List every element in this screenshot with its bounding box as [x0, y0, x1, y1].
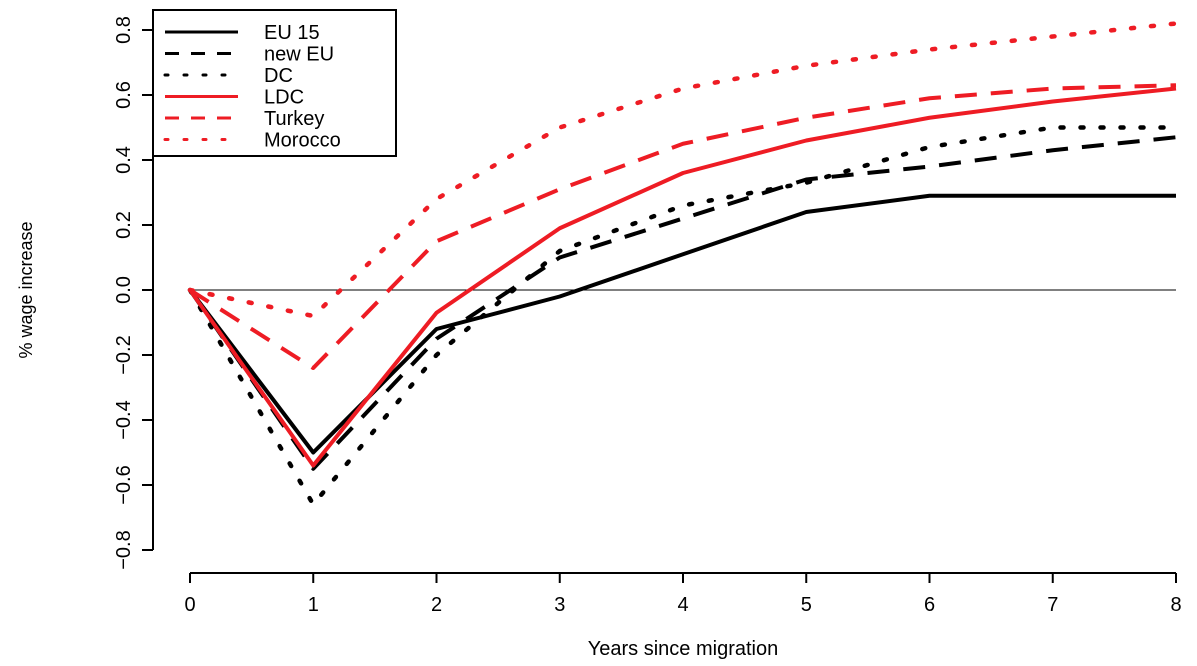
- legend-label: Turkey: [264, 108, 324, 130]
- y-tick-label: −0.6: [113, 465, 135, 504]
- y-tick-label: 0.6: [113, 81, 135, 109]
- series-line-dc: [187, 125, 1179, 507]
- x-tick-label: 0: [184, 594, 195, 616]
- series-line-ldc: [188, 86, 1177, 468]
- x-axis-title: Years since migration: [588, 638, 778, 660]
- y-tick-label: 0.0: [113, 276, 135, 304]
- series-line-new-eu: [188, 135, 1177, 471]
- y-tick-label: 0.2: [113, 211, 135, 239]
- legend-label: EU 15: [264, 22, 320, 44]
- x-tick-label: 5: [801, 594, 812, 616]
- y-tick-label: −0.8: [113, 530, 135, 569]
- x-tick-label: 2: [431, 594, 442, 616]
- series-line-turkey: [188, 83, 1177, 370]
- legend-label: LDC: [264, 87, 304, 109]
- x-tick-label: 7: [1047, 594, 1058, 616]
- x-tick-label: 6: [924, 594, 935, 616]
- legend-box: [152, 9, 397, 157]
- x-tick-label: 4: [677, 594, 688, 616]
- x-tick-label: 1: [308, 594, 319, 616]
- y-tick-label: 0.8: [113, 16, 135, 44]
- x-tick-label: 3: [554, 594, 565, 616]
- legend-label: DC: [264, 65, 293, 87]
- series-lines: [187, 21, 1179, 507]
- y-tick-label: −0.4: [113, 400, 135, 439]
- y-axis-title: % wage increase: [16, 221, 36, 358]
- axes: 0 1 2 3 4 5 6 7 8 −0.8 −0.6 −0.4 −0.2 0.0 0.2 0.4 0.6 0.8: [113, 16, 1182, 616]
- legend-label: Morocco: [264, 130, 341, 152]
- y-tick-label: −0.2: [113, 335, 135, 374]
- x-tick-label: 8: [1170, 594, 1181, 616]
- y-tick-label: 0.4: [113, 146, 135, 174]
- series-line-eu-15: [188, 193, 1176, 455]
- series-line-morocco: [187, 21, 1179, 319]
- legend-label: new EU: [264, 44, 334, 66]
